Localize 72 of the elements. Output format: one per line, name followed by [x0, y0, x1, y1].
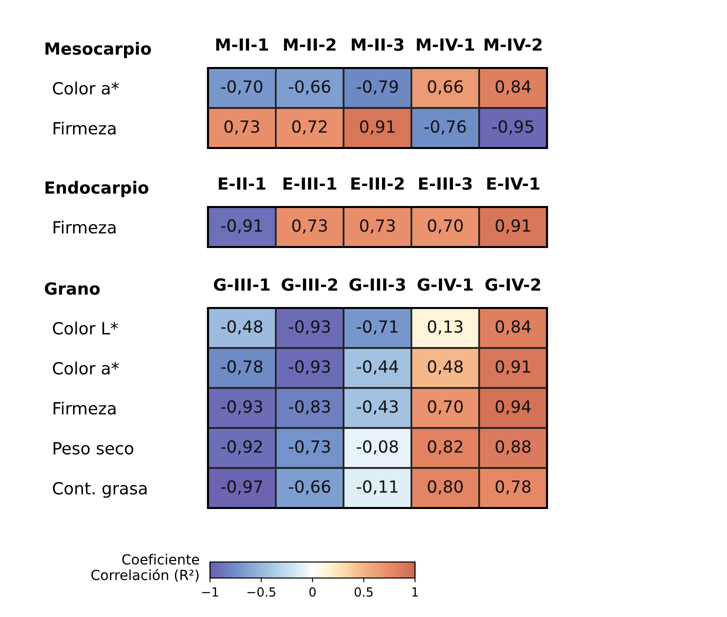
- y-tick-label: Cont. grasa: [52, 482, 147, 498]
- data-label: -0,93: [288, 320, 330, 335]
- y-tick-label: Color a*: [52, 362, 119, 375]
- color-bar-label: −0.5: [247, 587, 276, 597]
- color-bar-label: 0.5: [354, 587, 373, 597]
- data-label: -0,76: [424, 120, 466, 135]
- data-label: 0,78: [496, 480, 531, 495]
- data-label: 0,73: [292, 219, 327, 234]
- data-label: 0,48: [428, 360, 463, 375]
- data-label: -0,83: [288, 400, 330, 415]
- x-tick-label: E-II-1: [218, 177, 266, 190]
- data-label: -0,66: [288, 80, 330, 95]
- data-label: 0,94: [496, 400, 531, 415]
- x-tick-label: E-III-3: [419, 177, 472, 190]
- data-label: 0,88: [496, 440, 531, 455]
- color-bar-label: 1: [412, 587, 418, 597]
- y-tick-label: Peso seco: [54, 442, 134, 455]
- x-tick-label: G-IV-1: [418, 278, 473, 291]
- x-tick-label: M-II-1: [216, 38, 268, 51]
- x-tick-label: G-III-1: [214, 278, 270, 291]
- y-tick-label: Firmeza: [54, 220, 116, 234]
- color-bar-title: Coeficiente Correlación (R²): [91, 554, 200, 582]
- color-bar-label: 0: [309, 587, 316, 597]
- data-label: -0,93: [221, 400, 262, 415]
- x-tick-label: M-II-3: [352, 38, 404, 51]
- x-tick-label: E-III-1: [284, 177, 336, 190]
- x-tick-label: E-III-2: [351, 177, 404, 190]
- data-label: -0,43: [356, 400, 398, 415]
- data-label: -0,71: [356, 320, 398, 335]
- data-label: -0,93: [288, 360, 330, 375]
- data-label: -0,92: [221, 440, 262, 455]
- data-label: 0,13: [428, 320, 463, 335]
- data-label: -0,44: [356, 360, 398, 375]
- x-tick-label: M-IV-2: [484, 38, 542, 51]
- x-tick-label: G-III-2: [282, 278, 338, 291]
- data-label: 0,82: [428, 440, 462, 455]
- data-label: 0,72: [292, 120, 327, 135]
- data-label: -0,97: [221, 480, 262, 495]
- data-label: 0,84: [496, 80, 531, 95]
- data-label: -0,91: [221, 219, 262, 234]
- data-label: 0,80: [428, 480, 463, 495]
- chart-title: Mesocarpio: [46, 42, 151, 58]
- color-bar-label: −1: [202, 587, 218, 597]
- data-label: 0,73: [224, 120, 260, 135]
- data-label: 0,66: [428, 80, 463, 95]
- data-label: 0,91: [496, 360, 530, 375]
- data-label: 0,73: [360, 219, 395, 234]
- y-tick-label: Firmeza: [54, 122, 116, 135]
- data-label: -0,48: [221, 320, 262, 335]
- x-tick-label: E-IV-1: [487, 177, 540, 190]
- x-tick-label: M-II-2: [284, 38, 336, 51]
- data-label: 0,70: [428, 219, 463, 234]
- data-label: -0,73: [288, 440, 330, 455]
- text: Grano: [44, 282, 100, 295]
- data-label: 0,70: [428, 400, 463, 415]
- data-label: 0,84: [496, 320, 531, 335]
- data-label: -0,66: [288, 480, 330, 495]
- x-tick-label: G-III-3: [349, 278, 406, 291]
- data-label: 0,91: [360, 120, 395, 135]
- data-label: -0,70: [221, 80, 262, 95]
- y-tick-label: Firmeza: [54, 402, 116, 415]
- y-tick-label: Color a*: [52, 82, 119, 95]
- data-label: -0,11: [356, 480, 398, 495]
- y-tick-label: Color L*: [52, 322, 118, 335]
- data-label: 0,91: [496, 219, 530, 234]
- x-tick-label: M-IV-1: [416, 38, 474, 51]
- data-label: -0,79: [356, 80, 398, 95]
- data-label: -0,08: [356, 440, 398, 455]
- data-label: -0,95: [492, 120, 534, 135]
- data-label: -0,78: [221, 360, 262, 375]
- chart-title: Endocarpio: [46, 180, 148, 198]
- x-tick-label: G-IV-2: [485, 278, 540, 291]
